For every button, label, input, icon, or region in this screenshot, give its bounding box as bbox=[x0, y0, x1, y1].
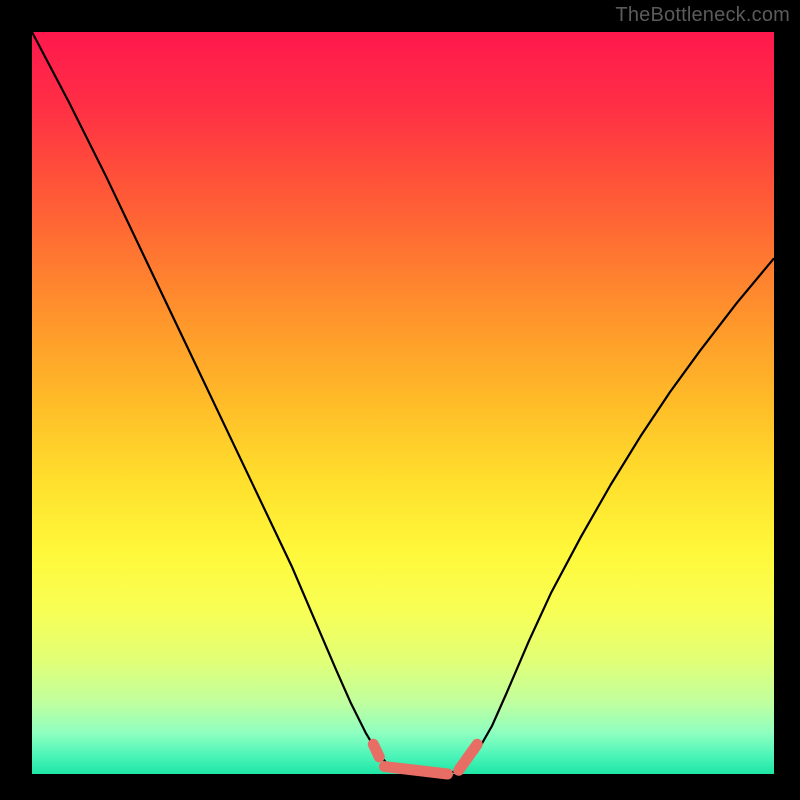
attribution-text: TheBottleneck.com bbox=[615, 4, 790, 27]
chart-svg bbox=[0, 0, 800, 800]
marker-segment bbox=[384, 767, 447, 774]
marker-segment bbox=[373, 744, 379, 757]
